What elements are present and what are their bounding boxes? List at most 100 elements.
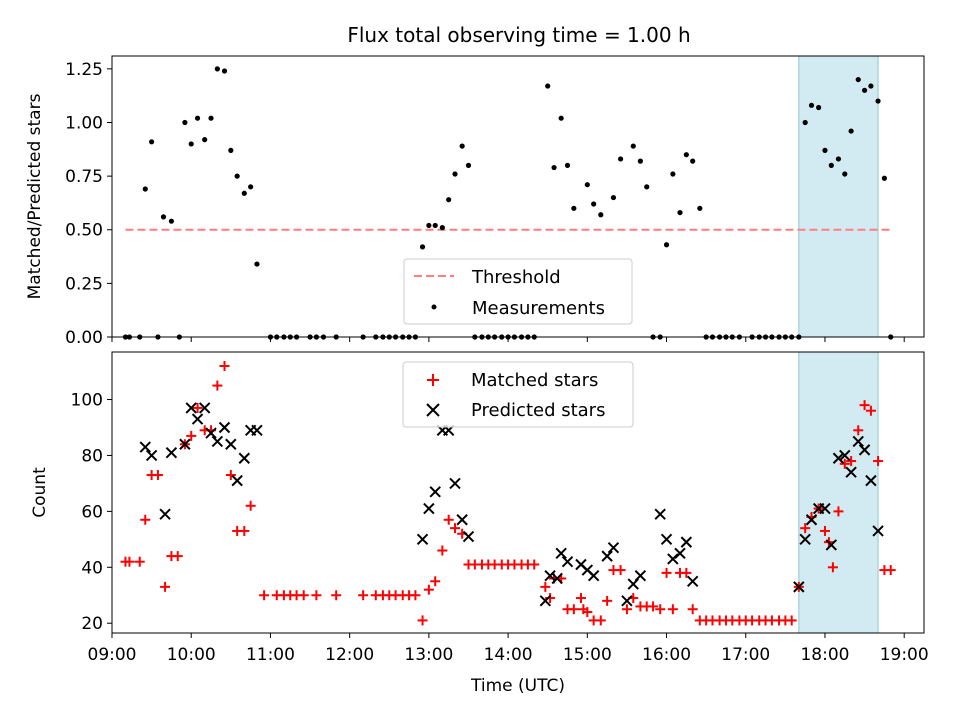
measurement-point	[690, 158, 696, 164]
measurement-point	[861, 87, 868, 93]
measurement-point	[426, 222, 432, 229]
predicted-star-marker	[429, 486, 441, 498]
predicted-star-marker	[845, 466, 857, 478]
measurement-point	[848, 128, 854, 134]
y-tick-label: 80	[81, 446, 103, 466]
x-tick-label: 11:00	[246, 645, 295, 665]
legend-measurements-swatch	[431, 304, 437, 310]
measurement-point	[160, 214, 167, 220]
measurement-point	[828, 162, 834, 168]
predicted-star-marker	[225, 438, 237, 450]
predicted-star-marker	[139, 441, 151, 453]
matched-star-marker	[865, 405, 876, 416]
measurement-point	[610, 194, 617, 201]
y-tick-label: 20	[81, 614, 103, 634]
predicted-star-marker	[799, 533, 811, 546]
measurement-point	[149, 139, 155, 145]
y-tick-label: 0.00	[65, 328, 103, 348]
measurement-point	[202, 137, 208, 143]
ratio-legend: Threshold Measurements	[403, 258, 633, 325]
legend-matched-label: Matched stars	[471, 370, 598, 391]
measurement-point	[802, 119, 808, 126]
matched-star-marker	[417, 615, 428, 626]
measurement-point	[677, 209, 683, 216]
x-tick-label: 14:00	[484, 645, 533, 665]
predicted-star-marker	[793, 581, 805, 593]
matched-star-marker	[885, 565, 896, 576]
measurement-point	[558, 115, 564, 121]
predicted-star-marker	[872, 525, 884, 537]
highlight-span-bottom	[798, 351, 879, 634]
measurement-point	[630, 143, 636, 149]
matched-star-marker	[219, 360, 230, 371]
matched-star-marker	[786, 615, 797, 626]
predicted-star-marker	[825, 539, 838, 551]
predicted-star-marker	[858, 444, 871, 456]
predicted-star-marker	[231, 474, 243, 487]
predicted-star-marker	[601, 550, 613, 562]
measurement-point	[564, 162, 571, 168]
matched-star-marker	[800, 523, 811, 534]
legend-predicted-label: Predicted stars	[471, 400, 605, 421]
measurement-point	[452, 171, 458, 177]
predicted-star-marker	[667, 553, 679, 565]
measurement-point	[432, 222, 438, 229]
predicted-star-marker	[449, 477, 461, 490]
predicted-star-marker	[456, 514, 468, 526]
predicted-star-marker	[680, 536, 693, 548]
predicted-star-marker	[416, 533, 429, 546]
x-tick-label: 13:00	[404, 645, 453, 665]
ratio-panel: 0.00 0.25 0.50 0.75 1.00 1.25 Matched/Predict…	[25, 55, 925, 348]
measurement-point	[248, 184, 254, 190]
matched-star-marker	[846, 456, 857, 467]
x-tick-label: 10:00	[167, 645, 216, 665]
matched-star-marker	[225, 470, 236, 481]
matched-star-marker	[859, 400, 870, 411]
x-tick-label: 19:00	[880, 645, 929, 665]
measurement-point	[816, 104, 822, 111]
count-axes-frame	[111, 351, 925, 634]
measurement-point	[670, 171, 676, 177]
ratio-x-ticks	[111, 337, 905, 342]
matched-star-marker	[582, 607, 593, 618]
measurement-point	[465, 162, 472, 168]
ratio-legend-box	[403, 258, 633, 325]
figure-title: Flux total observing time = 1.00 h	[347, 23, 690, 47]
matched-star-marker	[819, 525, 830, 536]
predicted-star-marker	[852, 435, 864, 448]
predicted-star-marker	[205, 427, 217, 439]
measurement-point	[875, 98, 881, 104]
predicted-star-marker	[832, 452, 845, 464]
y-tick-label: 1.25	[65, 60, 103, 80]
measurement-point	[208, 115, 214, 121]
measurement-point	[822, 147, 828, 153]
measurement-point	[842, 171, 848, 177]
measurement-point	[221, 68, 228, 74]
measurement-point	[142, 186, 148, 192]
matched-star-marker	[833, 506, 844, 517]
x-tick-label: 15:00	[563, 645, 612, 665]
legend-measurements-label: Measurements	[472, 298, 605, 319]
matched-star-marker	[540, 581, 551, 592]
measurement-point	[591, 201, 597, 207]
matched-star-marker	[140, 514, 151, 525]
y-tick-label: 0.75	[65, 167, 103, 187]
predicted-star-marker	[145, 449, 158, 462]
matched-star-marker	[134, 556, 145, 567]
measurement-point	[446, 197, 452, 203]
measurement-point	[697, 205, 703, 211]
x-tick-label: 09:00	[88, 645, 137, 665]
predicted-star-marker	[539, 595, 552, 607]
matched-star-marker	[212, 380, 223, 391]
matched-star-marker	[443, 514, 454, 525]
matched-star-marker	[311, 590, 322, 601]
measurement-point	[168, 218, 175, 224]
ratio-y-ticks: 0.00 0.25 0.50 0.75 1.00 1.25	[65, 60, 112, 348]
matched-star-marker	[873, 456, 884, 467]
legend-threshold-label: Threshold	[471, 267, 561, 288]
y-tick-label: 0.50	[65, 221, 103, 241]
matched-star-marker	[655, 604, 666, 615]
measurement-point	[214, 66, 220, 72]
measurement-point	[182, 119, 188, 126]
